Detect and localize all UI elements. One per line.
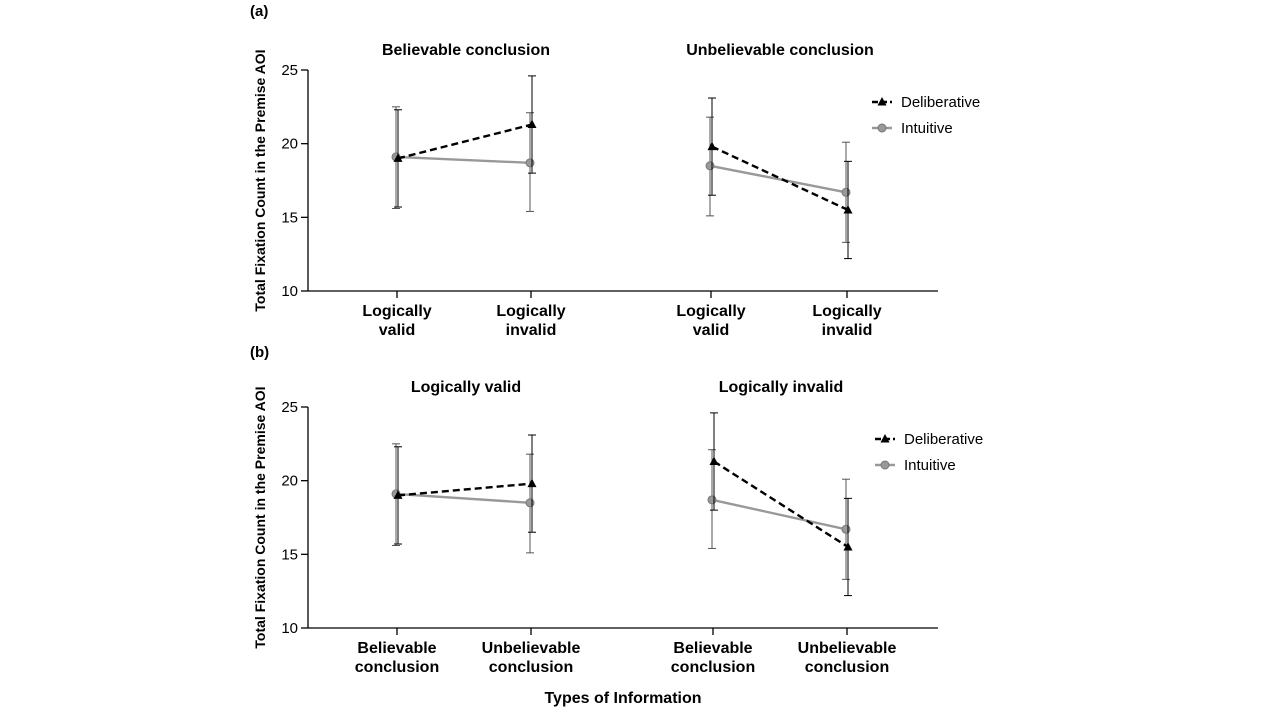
x-tick-label: Logically xyxy=(496,303,565,320)
data-point-intuitive xyxy=(525,158,535,168)
x-tick-label: valid xyxy=(379,322,415,339)
x-tick-label: Logically xyxy=(676,303,745,320)
data-point-deliberative xyxy=(527,478,537,488)
x-tick-label: Unbelievable xyxy=(482,640,581,657)
data-point-intuitive xyxy=(707,495,717,505)
x-axis-label: Types of Information xyxy=(544,690,701,707)
y-tick-label: 25 xyxy=(281,399,298,416)
y-tick-label: 10 xyxy=(281,283,298,300)
y-tick-label: 15 xyxy=(281,209,298,226)
series-line-intuitive xyxy=(709,164,847,194)
y-tick-label: 20 xyxy=(281,136,298,153)
x-tick-label: conclusion xyxy=(355,659,439,676)
x-tick-label: Logically xyxy=(812,303,881,320)
legend-marker-deliberative xyxy=(877,97,887,106)
data-point-intuitive xyxy=(841,524,851,534)
series-line-intuitive xyxy=(395,155,531,165)
group-title: Believable conclusion xyxy=(382,42,550,59)
data-point-intuitive xyxy=(841,187,851,197)
panel-b: (b) Total Fixation Count in the Premise A… xyxy=(250,344,983,707)
y-tick-label: 15 xyxy=(281,546,298,563)
y-tick-label: 10 xyxy=(281,620,298,637)
legend-label: Intuitive xyxy=(904,457,956,474)
x-tick-label: invalid xyxy=(822,322,873,339)
data-point-deliberative xyxy=(843,541,853,551)
data-point-deliberative xyxy=(527,119,537,129)
y-tick-label: 25 xyxy=(281,62,298,79)
x-tick-label: Believable xyxy=(673,640,752,657)
legend-label: Intuitive xyxy=(901,120,953,137)
data-point-deliberative xyxy=(393,153,403,162)
y-tick-label: 20 xyxy=(281,473,298,490)
data-point-intuitive xyxy=(525,498,535,508)
x-tick-label: conclusion xyxy=(489,659,573,676)
y-axis-label: Total Fixation Count in the Premise AOI xyxy=(252,49,268,311)
x-tick-label: Unbelievable xyxy=(798,640,897,657)
data-point-deliberative xyxy=(393,490,403,499)
legend-label: Deliberative xyxy=(901,94,980,111)
x-tick-label: conclusion xyxy=(805,659,889,676)
series-line-intuitive xyxy=(711,498,847,531)
group-title: Logically valid xyxy=(411,379,521,396)
x-tick-label: valid xyxy=(693,322,729,339)
y-axis-label: Total Fixation Count in the Premise AOI xyxy=(252,386,268,648)
panel-label: (a) xyxy=(250,3,268,20)
series-line-deliberative xyxy=(397,482,533,497)
panel-label: (b) xyxy=(250,344,269,361)
data-point-deliberative xyxy=(707,141,717,151)
data-point-deliberative xyxy=(843,204,853,214)
legend-marker-intuitive xyxy=(880,460,890,470)
x-tick-label: invalid xyxy=(506,322,557,339)
x-tick-label: conclusion xyxy=(671,659,755,676)
series-line-deliberative xyxy=(397,123,533,160)
data-point-intuitive xyxy=(705,161,715,171)
legend-marker-deliberative xyxy=(880,434,890,443)
x-tick-label: Believable xyxy=(357,640,436,657)
group-title: Logically invalid xyxy=(719,379,843,396)
legend-marker-intuitive xyxy=(877,123,887,133)
panel-a: (a) Total Fixation Count in the Premise A… xyxy=(250,3,980,339)
group-title: Unbelievable conclusion xyxy=(686,42,874,59)
series-line-deliberative xyxy=(713,460,849,548)
series-line-deliberative xyxy=(711,145,849,212)
series-line-intuitive xyxy=(395,492,531,504)
x-tick-label: Logically xyxy=(362,303,431,320)
data-point-deliberative xyxy=(709,456,719,466)
legend-label: Deliberative xyxy=(904,431,983,448)
